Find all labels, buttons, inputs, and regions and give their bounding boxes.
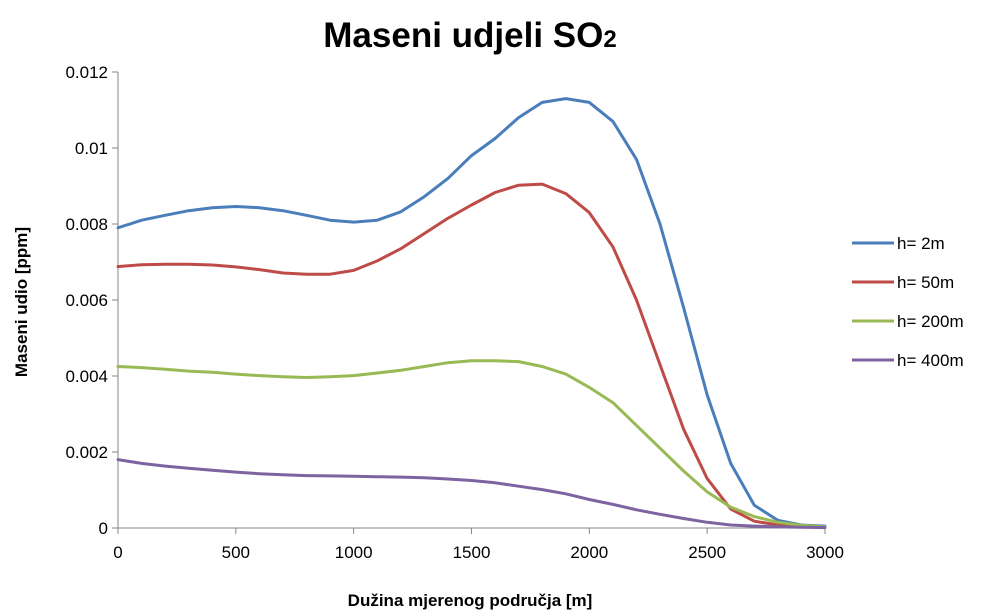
series-line-2 xyxy=(116,182,827,529)
x-axis-ticks: 0 500 1000 1500 2000 2500 3000 xyxy=(113,528,844,562)
x-tick-label: 1500 xyxy=(453,543,491,562)
y-tick-label: 0.008 xyxy=(65,215,108,234)
x-tick-label: 2500 xyxy=(688,543,726,562)
x-tick-label: 0 xyxy=(113,543,122,562)
series-line-4 xyxy=(116,458,827,530)
x-axis-title: Dužina mjerenog područja [m] xyxy=(348,591,593,610)
x-tick-label: 2000 xyxy=(570,543,608,562)
x-tick-label: 500 xyxy=(222,543,250,562)
y-axis-ticks: 0 0.002 0.004 0.006 0.008 0.01 0.012 xyxy=(65,63,118,538)
y-tick-label: 0.002 xyxy=(65,443,108,462)
chart-title-main: Maseni udjeli SO xyxy=(323,16,603,55)
x-tick-label: 3000 xyxy=(806,543,844,562)
legend-item: h= 50m xyxy=(852,273,954,292)
legend-label: h= 400m xyxy=(897,351,964,370)
series-line-1 xyxy=(116,97,827,528)
y-tick-label: 0 xyxy=(99,519,108,538)
legend-label: h= 2m xyxy=(897,234,945,253)
legend-item: h= 200m xyxy=(852,312,964,331)
legend-label: h= 50m xyxy=(897,273,954,292)
legend-item: h= 2m xyxy=(852,234,945,253)
y-tick-label: 0.004 xyxy=(65,367,108,386)
x-tick-label: 1000 xyxy=(335,543,373,562)
legend: h= 2m h= 50m h= 200m h= 400m xyxy=(852,234,964,370)
series-lines xyxy=(116,97,827,530)
chart-title: Maseni udjeli SO2 xyxy=(323,16,616,55)
y-axis-title: Maseni udio [ppm] xyxy=(12,227,31,377)
legend-item: h= 400m xyxy=(852,351,964,370)
y-tick-label: 0.006 xyxy=(65,291,108,310)
chart-title-subscript: 2 xyxy=(603,26,616,53)
legend-label: h= 200m xyxy=(897,312,964,331)
y-tick-label: 0.01 xyxy=(75,139,108,158)
y-tick-label: 0.012 xyxy=(65,63,108,82)
plot-area: 0 0.002 0.004 0.006 0.008 0.01 0.012 0 500 1000 1… xyxy=(65,63,843,562)
series-line-3 xyxy=(116,359,827,529)
